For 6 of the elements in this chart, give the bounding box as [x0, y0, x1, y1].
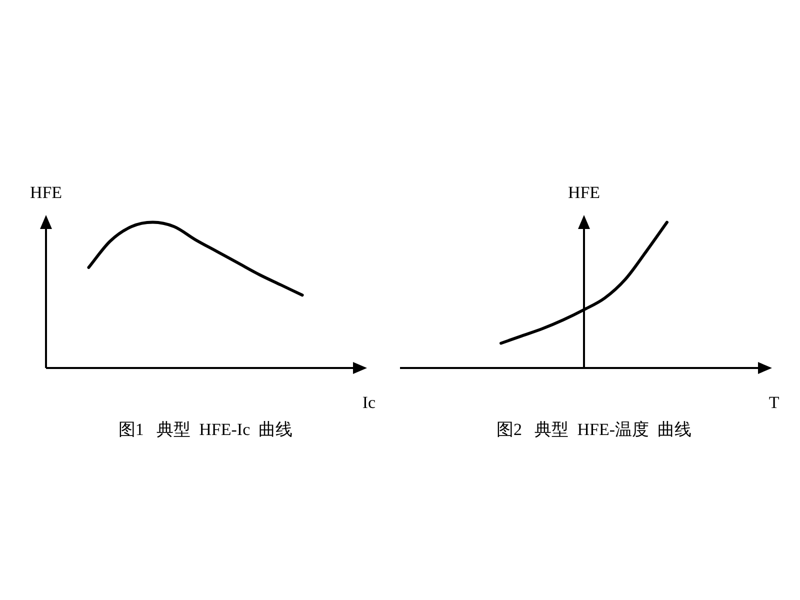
y-axis-title: HFE [568, 183, 600, 202]
x-axis-title: T [768, 393, 780, 412]
text: 图2 典型 HFE-温度 曲线 [496, 420, 692, 439]
x-axis-title: Ic [362, 393, 376, 412]
text: 图1 典型 HFE-Ic 曲线 [118, 420, 293, 439]
y-axis-title: HFE [30, 183, 62, 202]
